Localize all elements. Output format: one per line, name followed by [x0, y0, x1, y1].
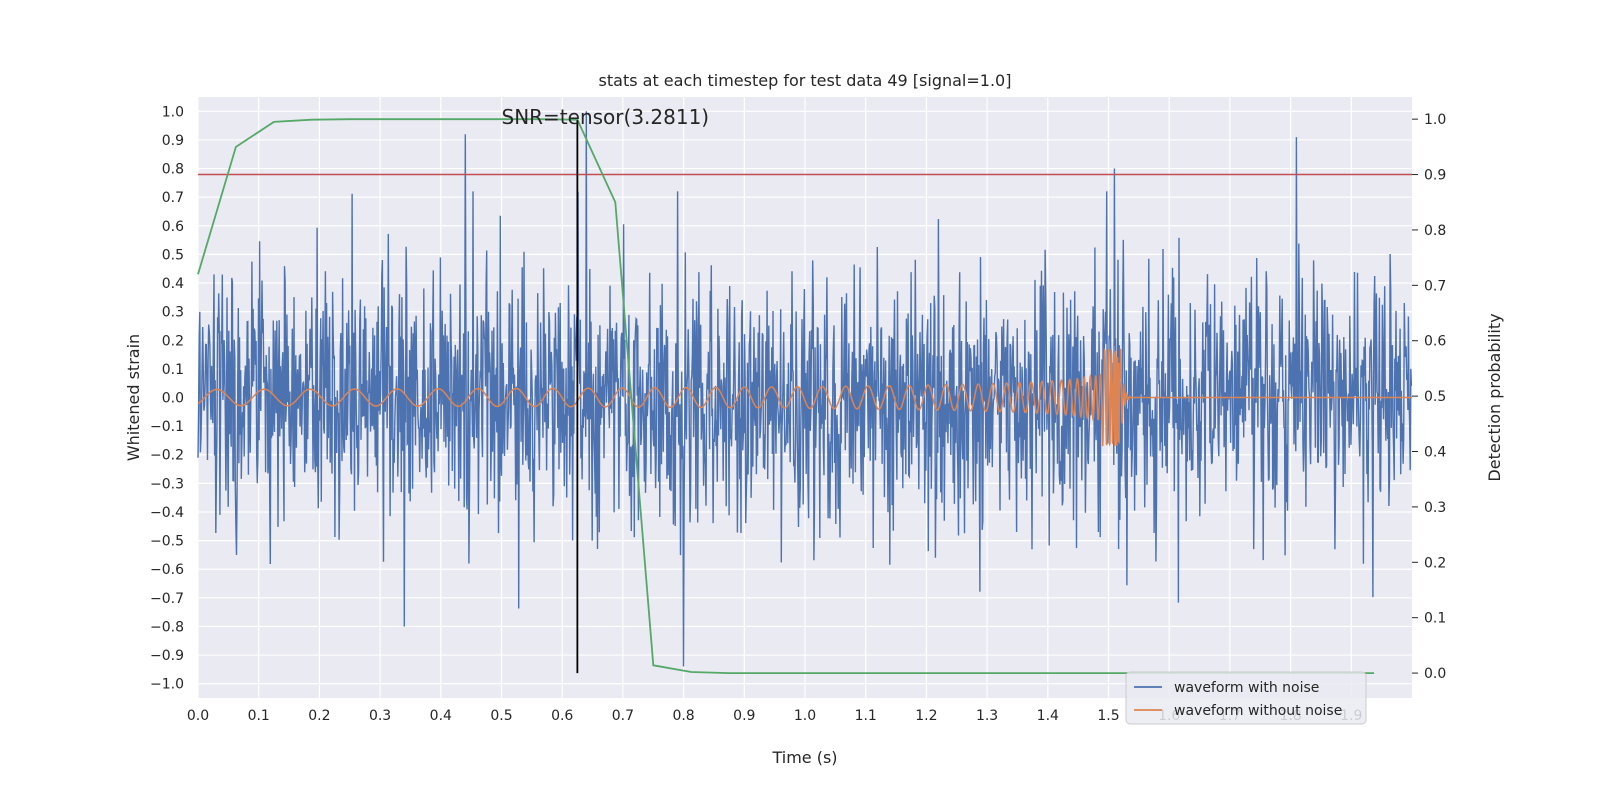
y-left-tick-label: −0.1 — [150, 419, 184, 435]
y-left-tick-label: −0.5 — [150, 534, 184, 550]
y-left-tick-label: 0.6 — [162, 219, 184, 235]
y-right-tick-label: 0.3 — [1424, 500, 1446, 516]
x-tick-label: 1.3 — [976, 708, 998, 724]
legend-box — [1125, 671, 1367, 725]
y-left-tick-label: 1.0 — [162, 104, 184, 120]
x-tick-label: 0.6 — [551, 708, 573, 724]
y-left-tick-label: 0.0 — [162, 391, 184, 407]
x-axis-label: Time (s) — [771, 748, 837, 767]
x-tick-label: 0.0 — [187, 708, 209, 724]
snr-annotation: SNR=tensor(3.2811) — [502, 105, 710, 129]
x-tick-label: 1.1 — [855, 708, 877, 724]
axis-ticks: 0.0 0.1 0.2 0.3 0.4 0.5 0.6 0.7 0.8 0.9 1.0 1.1 1.2 1… — [150, 104, 1446, 724]
y-right-tick-label: 0.7 — [1424, 278, 1446, 294]
y-left-tick-label: 0.9 — [162, 133, 184, 149]
x-tick-label: 1.5 — [1097, 708, 1119, 724]
x-tick-label: 0.9 — [733, 708, 755, 724]
y-axis-label-right: Detection probability — [1485, 313, 1504, 481]
x-tick-label: 0.8 — [672, 708, 694, 724]
x-tick-label: 1.4 — [1037, 708, 1059, 724]
y-left-tick-label: 0.7 — [162, 190, 184, 206]
y-right-tick-label: 0.4 — [1424, 445, 1446, 461]
y-right-tick-label: 0.2 — [1424, 555, 1446, 571]
series-line-waveform-without-noise — [197, 348, 1412, 447]
y-left-tick-label: −0.4 — [150, 505, 184, 521]
y-left-tick-label: 0.5 — [162, 247, 184, 263]
y-right-tick-label: 0.6 — [1424, 334, 1446, 350]
x-tick-label: 0.1 — [248, 708, 270, 724]
y-left-tick-label: −0.9 — [150, 648, 184, 664]
legend-label: waveform with noise — [1174, 680, 1319, 696]
x-tick-label: 0.7 — [612, 708, 634, 724]
y-left-tick-label: −0.3 — [150, 476, 184, 492]
x-tick-label: 1.0 — [794, 708, 816, 724]
x-tick-label: 1.2 — [915, 708, 937, 724]
legend: waveform with noise waveform without nois… — [1125, 671, 1367, 725]
y-left-tick-label: −0.6 — [150, 562, 184, 578]
y-left-tick-label: 0.4 — [162, 276, 184, 292]
y-left-tick-label: 0.8 — [162, 162, 184, 178]
x-tick-label: 0.5 — [490, 708, 512, 724]
series-line-waveform-with-noise — [197, 111, 1413, 667]
y-left-tick-label: −0.8 — [150, 619, 184, 635]
y-right-tick-label: 0.5 — [1424, 389, 1446, 405]
y-right-tick-label: 0.1 — [1424, 611, 1446, 627]
y-right-tick-label: 1.0 — [1424, 112, 1446, 128]
y-left-tick-label: −0.2 — [150, 448, 184, 464]
y-right-tick-label: 0.0 — [1424, 666, 1446, 682]
y-left-tick-label: 0.1 — [162, 362, 184, 378]
y-axis-label-left: Whitened strain — [124, 334, 143, 461]
y-left-tick-label: −0.7 — [150, 591, 184, 607]
y-left-tick-label: −1.0 — [150, 677, 184, 693]
x-tick-label: 0.2 — [308, 708, 330, 724]
x-tick-label: 0.3 — [369, 708, 391, 724]
legend-label: waveform without noise — [1174, 703, 1342, 719]
x-tick-label: 0.4 — [430, 708, 452, 724]
chart-title: stats at each timestep for test data 49 … — [599, 71, 1012, 90]
y-left-tick-label: 0.2 — [162, 333, 184, 349]
y-right-tick-label: 0.9 — [1424, 168, 1446, 184]
y-left-tick-label: 0.3 — [162, 305, 184, 321]
y-right-tick-label: 0.8 — [1424, 223, 1446, 239]
